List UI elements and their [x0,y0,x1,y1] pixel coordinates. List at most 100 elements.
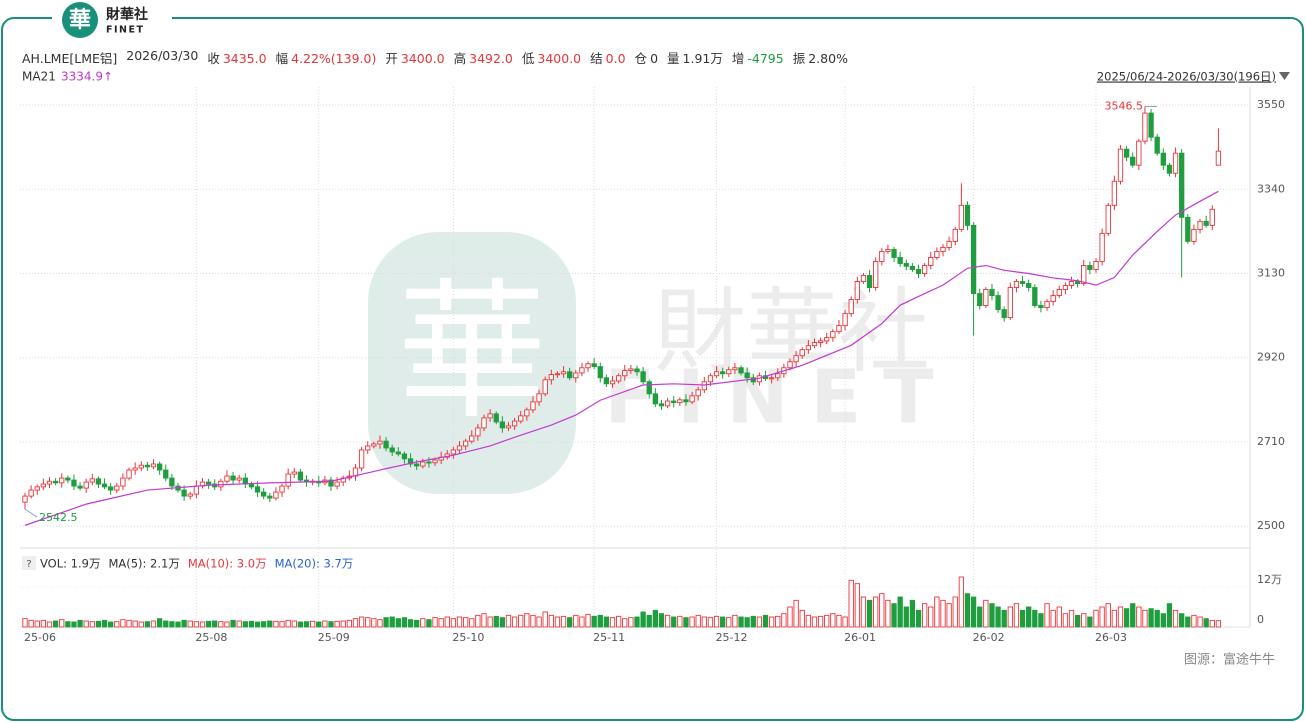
volume-bar [22,618,28,628]
candle-body [554,373,561,376]
candle-body [989,289,995,297]
volume-bar [261,621,267,628]
volume-bar [371,618,377,628]
volume-bar [358,616,365,628]
candle-body [40,483,47,488]
range-label[interactable]: 2025/06/24-2026/03/30(196日) [1097,70,1276,84]
volume-bar [548,614,554,628]
volume-bar [1044,603,1050,628]
candle-body [230,475,236,481]
candle-body [885,248,891,252]
volume-bar [248,620,255,628]
volume-bar [1191,614,1197,628]
volume-bar [842,616,848,628]
help-box[interactable] [22,556,36,570]
volume-bar [603,616,610,628]
x-tick-label: 26-02 [973,631,1005,644]
volume-bar [1148,608,1154,628]
quote-item: 振 2.80% [793,48,848,67]
candle-body [548,374,554,381]
candle-body [187,493,193,497]
logo-badge [62,2,98,38]
volume-bar [885,599,891,628]
range-dropdown[interactable] [1279,72,1290,80]
candle-body [977,293,983,307]
candles [22,106,1222,628]
candle-body [536,393,542,403]
logo-mark: 華 [69,7,91,33]
volume-bar [1099,606,1105,628]
candle-body [1185,216,1191,242]
candle-body [224,475,230,482]
volume-bar [732,614,738,628]
candle-body [279,485,285,493]
candle-body [77,485,83,489]
volume-bar [475,614,481,628]
volume-bar [554,616,561,628]
volume-bar [811,616,818,628]
volume-bar [921,603,928,628]
candle-body [622,370,628,377]
candle-body [505,425,512,429]
quote-item: 低 3400.0 [522,48,581,67]
candle-body [1062,285,1069,290]
candle-body [462,440,469,447]
volume-bar [744,617,750,628]
candle-body [493,413,499,423]
candle-body [652,393,659,405]
candle-body [1215,150,1222,166]
candle-body [915,269,922,274]
candle-body [530,401,536,411]
candle-body [334,481,340,487]
volume-bar [83,620,89,628]
volume-bar [218,621,224,628]
candle-body [1197,220,1203,230]
candle-body [1111,180,1118,206]
volume-bar [352,618,359,628]
candle-body [1117,148,1124,182]
candle-body [664,400,671,407]
candle-body [689,395,695,403]
logo-name: 財華社 [105,6,148,23]
volume-bar [860,596,867,628]
ma21-line [24,190,1219,526]
watermark-mark: 華 [397,266,547,440]
candle-body [860,275,867,282]
candle-body [713,371,720,377]
candle-body [254,486,261,493]
candle-body [71,479,77,487]
candle-body [640,371,646,383]
volume-legend: MA(5): 2.1万 [108,557,179,571]
candle-body [628,368,634,372]
candle-body [542,379,548,395]
candle-body [450,449,457,455]
quote-label: 幅 [275,51,289,66]
volume-bar [493,615,499,628]
volume-bar [95,620,102,628]
candle-body [426,461,432,464]
candle-body [646,381,652,395]
candle-body [591,363,597,367]
volume-bar [891,603,897,628]
candle-body [28,489,34,497]
volume-bar [322,620,328,628]
candle-body [817,340,824,343]
quote-item: 开 3400.0 [385,48,444,67]
quote-item: 结 0.0 [590,48,625,67]
candle-body [126,469,132,479]
ma-label-value: 3334.9↑ [61,70,113,84]
volume-bar [365,617,371,628]
volume-bar [713,615,720,628]
candle-body [799,349,805,357]
volume-bar [175,621,181,628]
candle-body [59,477,65,484]
volume-bar [1068,609,1075,628]
volume-bar [518,614,524,628]
quote-label: 振 [792,51,806,66]
candle-body [879,250,885,262]
help-icon[interactable]: ? [26,559,31,570]
volume-bar [977,606,983,628]
candle-body [603,377,610,385]
volume-bar [591,615,597,628]
volume-bar [224,621,230,628]
